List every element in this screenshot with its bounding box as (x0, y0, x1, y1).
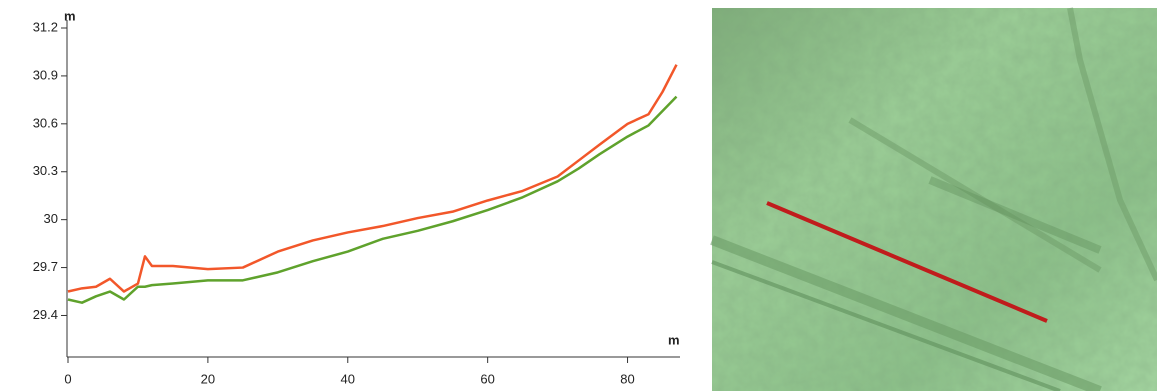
x-tick-label: 0 (64, 371, 71, 386)
y-tick-label: 30 (44, 211, 58, 226)
y-axis-unit: m (64, 8, 76, 23)
y-tick-label: 29.4 (33, 307, 58, 322)
x-axis-unit: m (668, 332, 680, 347)
y-tick-label: 29.7 (33, 259, 58, 274)
y-tick-label: 30.3 (33, 163, 58, 178)
x-tick-label: 60 (480, 371, 494, 386)
series-line (68, 97, 677, 303)
chart: m m 31.2 30.9 30.6 30.3 30 29.7 29.4 0 20 40 60 80 (33, 8, 680, 386)
y-tick-label: 30.9 (33, 67, 58, 82)
terrain-map (712, 8, 1157, 391)
x-tick-label: 20 (201, 371, 215, 386)
y-tick-label: 31.2 (33, 19, 58, 34)
series-line (68, 65, 677, 292)
x-tick-label: 80 (620, 371, 634, 386)
page: m m 31.2 30.9 30.6 30.3 30 29.7 29.4 0 20 40 60 80 (0, 0, 1157, 391)
y-tick-label: 30.6 (33, 115, 58, 130)
x-tick-label: 40 (341, 371, 355, 386)
